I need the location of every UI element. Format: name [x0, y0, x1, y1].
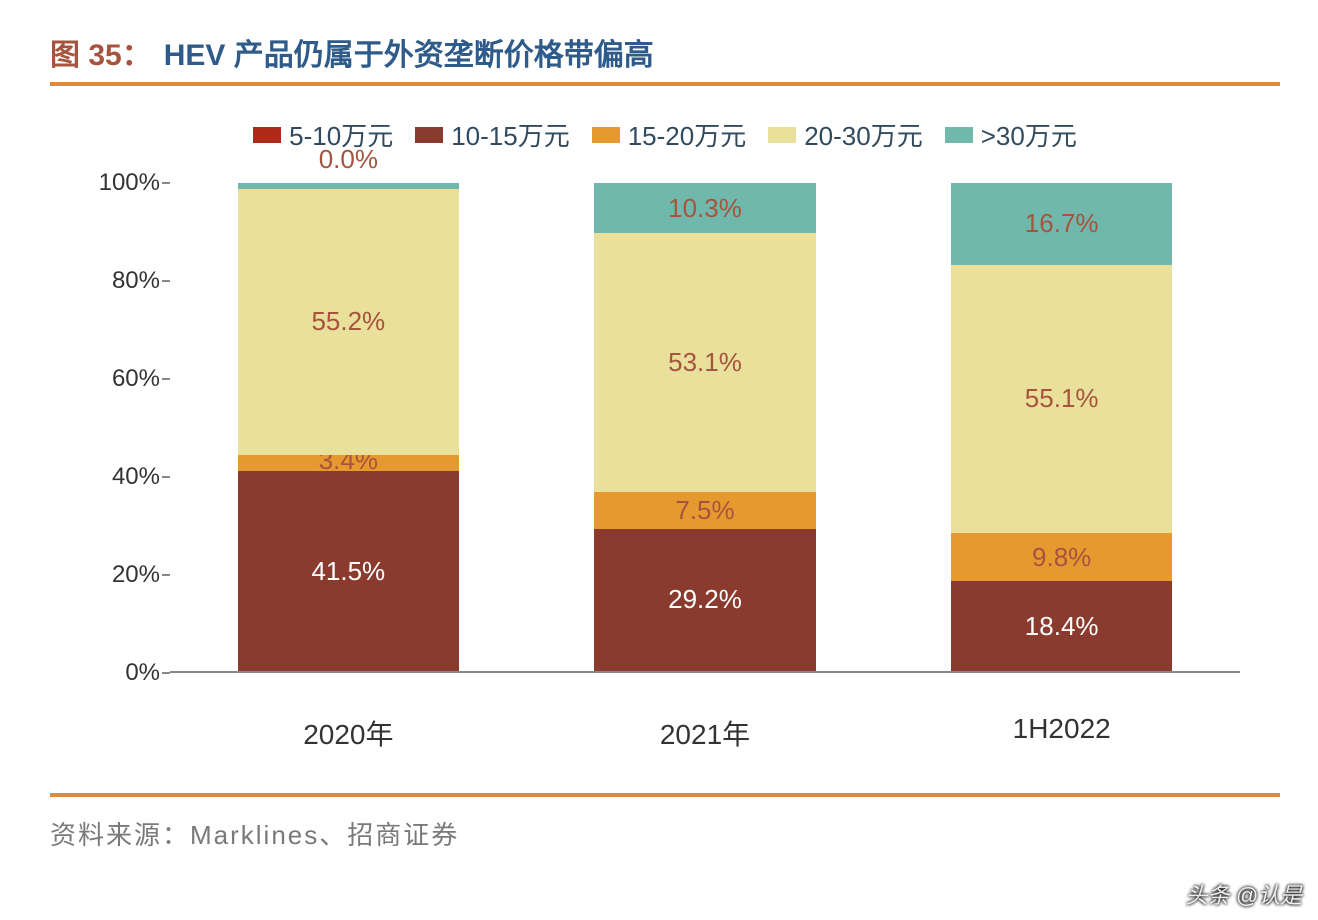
bar-segment: 41.5%: [238, 471, 459, 671]
bar-segment: 18.4%: [951, 581, 1172, 671]
y-tick-label: 20%: [70, 561, 160, 589]
legend-swatch: [592, 127, 620, 143]
legend-label: 20-30万元: [804, 116, 923, 153]
bar-segment-label: 7.5%: [675, 495, 734, 526]
stacked-bar: 18.4% 9.8% 55.1% 16.7%: [951, 183, 1172, 671]
y-tick-label: 60%: [70, 365, 160, 393]
bar-slot: 29.2% 7.5% 53.1% 10.3%: [527, 183, 884, 671]
chart-area: 0%20%40%60%80%100% 41.5%3.4%55.2%0.0%29.…: [70, 173, 1240, 703]
x-axis-labels: 2020年2021年1H2022: [170, 713, 1240, 753]
legend-swatch: [253, 127, 281, 143]
y-tick-mark: [162, 476, 170, 478]
legend-label: 15-20万元: [628, 116, 747, 153]
x-tick-label: 1H2022: [883, 713, 1240, 753]
y-tick-label: 80%: [70, 267, 160, 295]
y-tick-label: 40%: [70, 463, 160, 491]
stacked-bar: 29.2% 7.5% 53.1% 10.3%: [594, 183, 815, 671]
bar-segment-label: 41.5%: [311, 556, 385, 587]
legend-item: 20-30万元: [768, 116, 923, 153]
y-tick-mark: [162, 182, 170, 184]
x-tick-label: 2020年: [170, 713, 527, 753]
y-tick-mark: [162, 378, 170, 380]
bar-segment: 3.4%: [238, 455, 459, 471]
y-tick-mark: [162, 672, 170, 674]
y-tick-label: 100%: [70, 169, 160, 197]
title-rule: [50, 82, 1280, 86]
legend-label: 10-15万元: [451, 116, 570, 153]
bar-segment-label: 18.4%: [1025, 611, 1099, 642]
legend: 5-10万元10-15万元15-20万元20-30万元>30万元: [50, 116, 1280, 153]
bar-segment: 29.2%: [594, 529, 815, 671]
source-line: 资料来源：Marklines、招商证券: [50, 815, 1280, 852]
legend-label: >30万元: [981, 116, 1077, 153]
legend-swatch: [945, 127, 973, 143]
bar-segment-label: 55.2%: [311, 306, 385, 337]
bar-slot: 18.4% 9.8% 55.1% 16.7%: [883, 183, 1240, 671]
plot-area: 41.5% 3.4% 55.2% 0.0% 29.2% 7.5% 53.1% 10.3% 18.…: [170, 183, 1240, 673]
legend-swatch: [415, 127, 443, 143]
legend-swatch: [768, 127, 796, 143]
legend-item: 10-15万元: [415, 116, 570, 153]
figure-title-text: HEV 产品仍属于外资垄断价格带偏高: [164, 30, 654, 74]
figure-number: 图 35：: [50, 30, 152, 74]
y-tick-mark: [162, 574, 170, 576]
bar-segment-label: 55.1%: [1025, 383, 1099, 414]
y-tick-label: 0%: [70, 659, 160, 687]
bar-segment-label: 0.0%: [319, 144, 378, 175]
bar-slot: 41.5% 3.4% 55.2% 0.0%: [170, 183, 527, 671]
bar-segment-label: 53.1%: [668, 347, 742, 378]
stacked-bar: 41.5% 3.4% 55.2% 0.0%: [238, 183, 459, 671]
bar-segment-label: 9.8%: [1032, 542, 1091, 573]
bar-segment-label: 29.2%: [668, 584, 742, 615]
bottom-rule: [50, 793, 1280, 797]
bar-segment: 16.7%: [951, 183, 1172, 264]
bar-segment: 10.3%: [594, 183, 815, 233]
bar-segment-label: 16.7%: [1025, 208, 1099, 239]
bar-segment-label: 10.3%: [668, 193, 742, 224]
legend-item: 15-20万元: [592, 116, 747, 153]
watermark: 头条 @认是: [1186, 878, 1302, 910]
bar-segment: 55.2%: [238, 189, 459, 455]
y-tick-mark: [162, 280, 170, 282]
bar-segment: 55.1%: [951, 265, 1172, 534]
bar-segment: 53.1%: [594, 233, 815, 492]
legend-item: >30万元: [945, 116, 1077, 153]
bar-segment: 0.0%: [238, 183, 459, 189]
bar-segment: 7.5%: [594, 492, 815, 529]
bar-segment: 9.8%: [951, 533, 1172, 581]
chart-title: 图 35： HEV 产品仍属于外资垄断价格带偏高: [50, 30, 1280, 74]
x-tick-label: 2021年: [527, 713, 884, 753]
